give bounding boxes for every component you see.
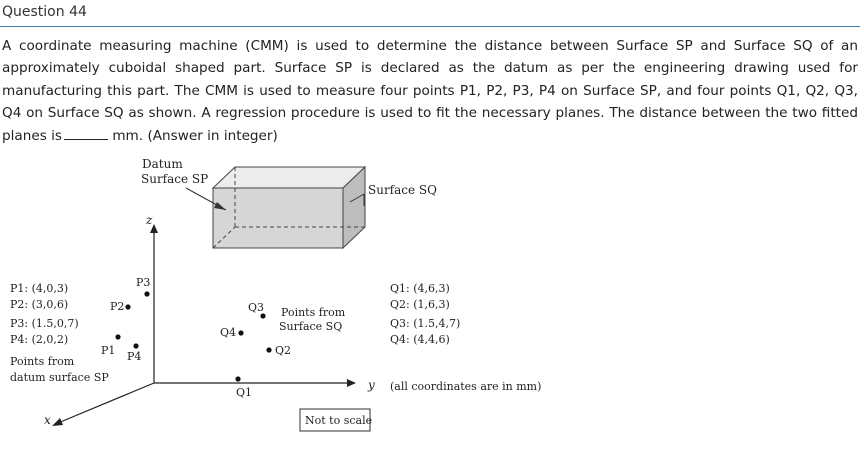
- x-axis: [57, 382, 155, 424]
- answer-blank: [63, 125, 108, 140]
- question-text: A coordinate measuring machine (CMM) is …: [2, 35, 858, 147]
- point-q2-label: Q2: [275, 344, 291, 357]
- point-p1-label: P1: [101, 344, 115, 357]
- coordinate-axes: [52, 224, 356, 426]
- q-point-item: Q4: (4,4,6): [390, 333, 450, 346]
- q-caption-line1: Points from: [281, 306, 346, 319]
- axis-y-label: y: [367, 378, 375, 392]
- point-p2-label: P2: [110, 300, 124, 313]
- q-point-item: Q1: (4,6,3): [390, 282, 450, 295]
- p-point-item: P4: (2,0,2): [10, 333, 68, 346]
- q-point-item: Q3: (1.5,4,7): [390, 317, 460, 330]
- point-q1-label: Q1: [236, 386, 252, 399]
- point-p2: [125, 304, 131, 310]
- question-title: Question 44: [2, 4, 87, 20]
- point-q4: [238, 330, 244, 336]
- datum-label-line1: Datum: [142, 157, 183, 171]
- p-point-item: P3: (1.5,0,7): [10, 317, 79, 330]
- cuboid-part: [211, 165, 367, 250]
- p-point-item: P1: (4,0,3): [10, 282, 68, 295]
- point-p4-label: P4: [127, 350, 141, 363]
- point-q4-label: Q4: [220, 326, 236, 339]
- datum-label-line2: Surface SP: [141, 172, 208, 186]
- units-note: (all coordinates are in mm): [390, 380, 541, 393]
- cmm-figure: Datum Surface SP Surface SQ z y x P3 P2 …: [10, 157, 541, 432]
- p-point-item: P2: (3,0,6): [10, 298, 68, 311]
- p-points-list: P1: (4,0,3) P2: (3,0,6) P3: (1.5,0,7) P4…: [10, 282, 79, 346]
- point-q2: [266, 347, 272, 353]
- question-tail: mm. (Answer in integer): [112, 127, 278, 144]
- q-point-item: Q2: (1,6,3): [390, 298, 450, 311]
- scale-note-box: [299, 408, 371, 432]
- axis-z-label: z: [145, 213, 153, 227]
- point-q3-label: Q3: [248, 301, 264, 314]
- scale-note: Not to scale: [305, 414, 372, 427]
- point-p1: [115, 334, 121, 340]
- surface-sq-label: Surface SQ: [368, 183, 437, 197]
- question-header: Question 44: [0, 0, 860, 27]
- q-points-list: Q1: (4,6,3) Q2: (1,6,3) Q3: (1.5,4,7) Q4…: [390, 282, 460, 346]
- axis-x-label: x: [44, 413, 51, 427]
- point-q3: [260, 313, 266, 319]
- point-p4: [133, 343, 139, 349]
- point-q1: [235, 376, 241, 382]
- q-caption-line2: Surface SQ: [279, 320, 342, 333]
- point-p3-label: P3: [136, 276, 150, 289]
- p-caption-line2: datum surface SP: [10, 371, 109, 384]
- p-caption-line1: Points from: [10, 355, 75, 368]
- surface-sq-arrow: [349, 193, 365, 203]
- question-body: A coordinate measuring machine (CMM) is …: [2, 38, 858, 144]
- point-p3: [144, 291, 150, 297]
